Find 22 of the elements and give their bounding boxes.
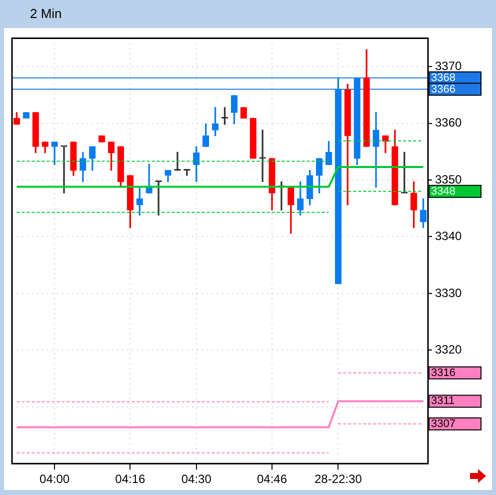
candlestick (259, 130, 266, 182)
y-tick-label: 3370 (435, 58, 462, 73)
x-tick-label: 04:30 (181, 472, 212, 486)
x-tick-label: 04:00 (40, 472, 70, 486)
y-tick-label: 3330 (435, 286, 462, 300)
candlestick (372, 112, 380, 188)
data-label: 3316 (431, 366, 456, 379)
ref-line-label: 3368 (431, 72, 456, 84)
data-label: 3311 (431, 395, 455, 408)
data-label: 3307 (431, 418, 456, 430)
y-tick-label: 3350 (435, 172, 462, 186)
x-tick-label: 04:16 (115, 472, 146, 486)
y-tick-label: 3340 (435, 229, 462, 244)
y-tick-label: 3360 (435, 116, 462, 130)
data-label: 3348 (431, 185, 456, 198)
candlestick (60, 145, 68, 194)
candlestick (51, 142, 58, 166)
x-tick-label: 04:46 (256, 472, 288, 486)
ref-line-label: 3366 (431, 83, 456, 96)
y-tick-label: 3320 (435, 342, 462, 356)
x-tick-label: 28-22:30 (314, 472, 362, 486)
chart-title: 2 Min (29, 5, 63, 23)
